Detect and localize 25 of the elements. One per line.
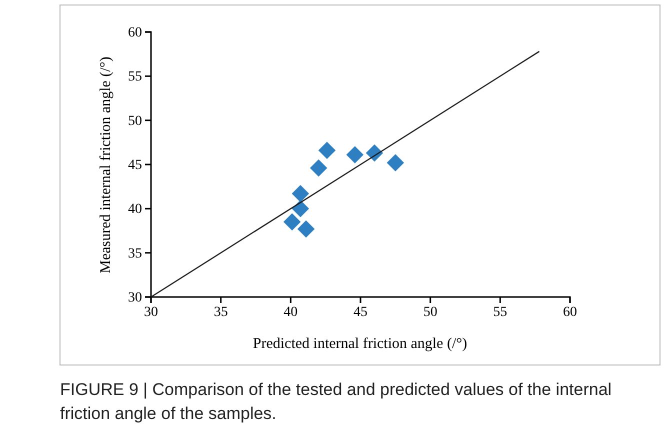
y-tick-label: 40: [128, 202, 142, 218]
y-tick-label: 35: [128, 246, 142, 262]
point: [310, 159, 328, 177]
y-tick-label: 50: [128, 114, 142, 129]
point: [386, 154, 404, 172]
point: [318, 142, 336, 159]
x-tick-label: 35: [214, 304, 228, 320]
point: [292, 185, 310, 202]
x-tick-label: 40: [284, 304, 298, 320]
y-tick-label: 55: [128, 70, 142, 85]
y-axis-title: Measured internal friction angle (/°): [98, 56, 114, 274]
y-tick-label: 45: [128, 158, 142, 173]
x-tick-label: 30: [144, 304, 158, 320]
x-tick-label: 60: [563, 304, 577, 320]
x-axis-title: Predicted internal friction angle (/°): [252, 336, 468, 352]
point: [346, 146, 364, 164]
point: [292, 200, 310, 218]
x-tick-label: 45: [354, 304, 368, 320]
caption: FIGURE 9 | Comparison of the tested and predicted values of the internal friction angle of the samples.: [60, 379, 613, 425]
point: [283, 213, 301, 231]
point: [297, 220, 315, 238]
x-tick-label: 50: [423, 304, 438, 320]
y-tick-label: 60: [128, 25, 142, 40]
x-tick-label: 55: [493, 304, 508, 320]
y-tick-label: 30: [128, 290, 142, 306]
